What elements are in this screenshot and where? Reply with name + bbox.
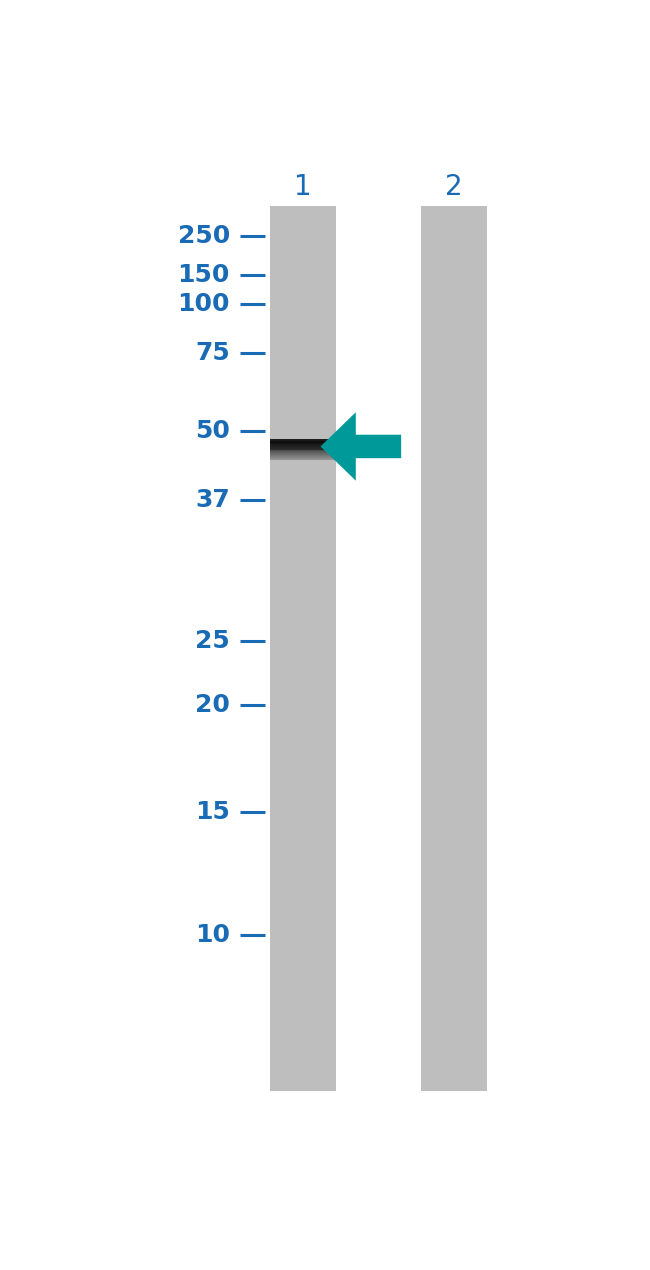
Text: 37: 37 xyxy=(195,488,230,512)
Text: 100: 100 xyxy=(177,292,230,316)
Bar xyxy=(270,206,335,1091)
Bar xyxy=(421,206,487,1091)
Text: 150: 150 xyxy=(177,263,230,287)
Text: 10: 10 xyxy=(195,923,230,946)
Text: 50: 50 xyxy=(195,419,230,443)
Text: 20: 20 xyxy=(195,693,230,716)
Text: 250: 250 xyxy=(177,224,230,248)
Polygon shape xyxy=(320,413,401,480)
Text: 2: 2 xyxy=(445,173,463,201)
Text: 15: 15 xyxy=(195,800,230,824)
Text: 75: 75 xyxy=(195,340,230,364)
Text: 1: 1 xyxy=(294,173,312,201)
Text: 25: 25 xyxy=(195,630,230,653)
